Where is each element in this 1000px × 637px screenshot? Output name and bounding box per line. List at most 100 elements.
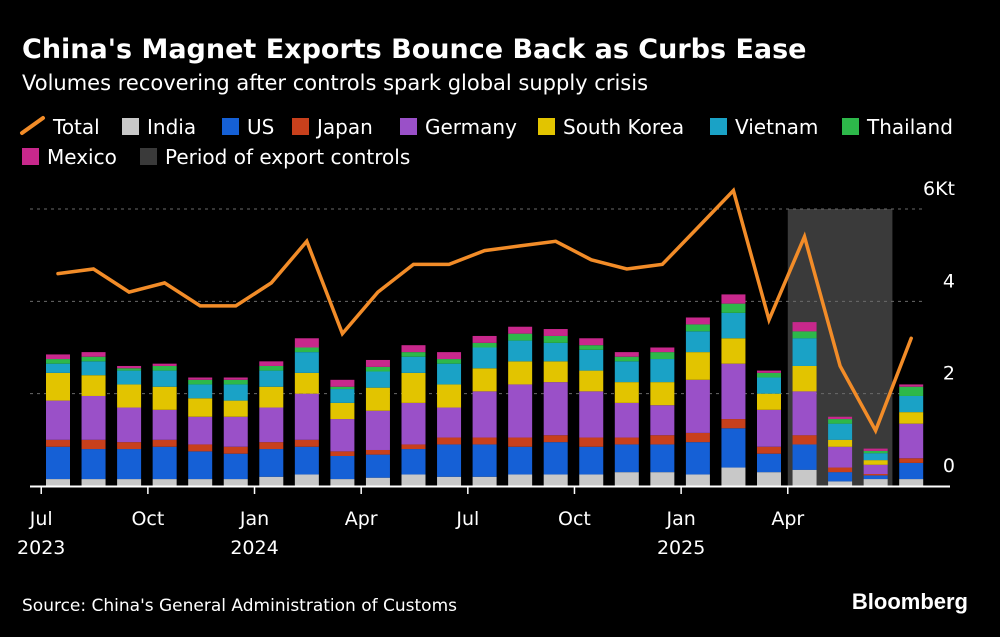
bar-germany-2024-03	[330, 419, 355, 452]
bar-india-2023-08	[81, 479, 106, 486]
bar-thailand-2023-08	[81, 356, 106, 362]
bar-stack-2024-05	[401, 345, 426, 486]
bar-vietnam-2024-01	[259, 370, 284, 387]
bar-india-2025-01	[685, 474, 710, 486]
bar-japan-2024-11	[614, 437, 639, 445]
bar-vietnam-2024-11	[614, 361, 639, 383]
x-tick-label-2025-01: Jan	[665, 508, 695, 530]
bar-stack-2025-04	[792, 322, 817, 486]
bar-india-2024-02	[294, 474, 319, 486]
x-tick-label-2024-10: Oct	[558, 508, 591, 530]
legend-swatch	[140, 148, 157, 165]
bar-south-korea-2025-04	[792, 365, 817, 392]
bar-vietnam-2023-07	[46, 363, 70, 373]
bar-thailand-2024-03	[330, 386, 355, 390]
bar-mexico-2023-08	[81, 352, 106, 357]
bar-mexico-2024-03	[330, 379, 355, 387]
bar-thailand-2023-07	[46, 359, 70, 364]
bar-india-2025-02	[721, 467, 746, 486]
bar-south-korea-2023-09	[117, 384, 142, 408]
bar-us-2023-12	[223, 453, 248, 480]
bar-us-2023-08	[81, 449, 106, 480]
bar-japan-2023-11	[188, 444, 213, 452]
bar-germany-2024-08	[508, 384, 533, 438]
legend-swatch	[292, 118, 309, 135]
bar-thailand-2025-04	[792, 331, 817, 339]
bar-india-2024-11	[614, 472, 639, 486]
bar-vietnam-2024-08	[508, 340, 533, 362]
source-note: Source: China's General Administration o…	[22, 596, 457, 616]
bar-mexico-2023-11	[188, 377, 213, 380]
bar-japan-2024-07	[472, 437, 497, 445]
bar-germany-2023-07	[46, 400, 70, 440]
bar-stack-2025-05	[828, 416, 853, 486]
bar-japan-2025-04	[792, 435, 817, 445]
bar-japan-2025-01	[685, 432, 710, 443]
bar-us-2024-09	[543, 442, 568, 475]
legend-swatch	[400, 118, 417, 135]
bar-mexico-2024-11	[614, 352, 639, 357]
bar-mexico-2025-05	[828, 416, 853, 420]
bar-vietnam-2024-05	[401, 356, 426, 373]
bar-japan-2024-02	[294, 439, 319, 447]
bar-south-korea-2025-01	[685, 352, 710, 380]
bar-germany-2023-08	[81, 395, 106, 440]
bar-south-korea-2023-07	[46, 372, 70, 401]
bar-japan-2024-06	[437, 437, 462, 445]
bar-germany-2025-01	[685, 379, 710, 433]
bar-mexico-2023-12	[223, 377, 248, 380]
bar-stack-2024-07	[472, 335, 497, 486]
bar-japan-2024-10	[579, 437, 604, 447]
legend-item-thailand: Thailand	[842, 115, 953, 139]
bar-mexico-2024-06	[437, 352, 462, 360]
x-tick-label-2025-04: Apr	[771, 508, 804, 530]
bar-south-korea-2024-07	[472, 368, 497, 392]
legend-item-us: US	[222, 115, 274, 139]
bar-thailand-2025-07	[899, 386, 924, 396]
bar-thailand-2024-08	[508, 333, 533, 341]
bar-india-2024-10	[579, 474, 604, 486]
bar-thailand-2024-09	[543, 335, 568, 343]
bar-us-2024-07	[472, 444, 497, 477]
bar-thailand-2024-10	[579, 345, 604, 350]
bar-india-2023-12	[223, 479, 248, 486]
bar-us-2023-09	[117, 449, 142, 480]
legend-swatch	[122, 118, 139, 135]
bar-us-2023-07	[46, 446, 70, 480]
chart-title: China's Magnet Exports Bounce Back as Cu…	[22, 34, 807, 65]
bar-india-2025-04	[792, 469, 817, 486]
legend-item-mexico: Mexico	[22, 145, 117, 169]
bar-south-korea-2024-11	[614, 382, 639, 403]
bar-germany-2023-11	[188, 416, 213, 445]
bar-mexico-2024-05	[401, 345, 426, 353]
bar-germany-2024-05	[401, 402, 426, 445]
bar-us-2023-10	[152, 446, 177, 480]
bar-us-2023-11	[188, 451, 213, 480]
y-tick-label-0: 0	[943, 455, 955, 477]
legend-swatch	[538, 118, 555, 135]
bar-south-korea-2024-06	[437, 384, 462, 408]
bar-vietnam-2025-06	[863, 453, 888, 461]
bar-us-2024-03	[330, 455, 355, 480]
bar-stack-2024-09	[543, 329, 568, 486]
bar-vietnam-2025-05	[828, 423, 853, 440]
bar-vietnam-2023-09	[117, 370, 142, 385]
x-tick-year-2024-01: 2024	[230, 537, 278, 559]
bar-thailand-2024-01	[259, 365, 284, 371]
x-axis: Jul 2023 Oct Jan 2024 Apr Jul Oct Jan 2025 Apr	[17, 485, 950, 559]
bar-mexico-2024-04	[365, 359, 390, 367]
bar-japan-2024-09	[543, 435, 568, 443]
bar-vietnam-2024-02	[294, 352, 319, 373]
bar-stack-2025-07	[899, 384, 924, 486]
bar-stack-2023-12	[223, 377, 248, 486]
y-tick-label-2: 2	[943, 363, 955, 385]
bar-stack-2023-11	[188, 377, 213, 486]
bar-india-2024-05	[401, 474, 426, 486]
bar-mexico-2025-04	[792, 322, 817, 332]
bar-germany-2025-04	[792, 391, 817, 436]
bar-south-korea-2023-08	[81, 375, 106, 396]
bar-stack-2025-06	[863, 448, 888, 486]
x-tick-label-2023-07: Jul	[29, 508, 53, 530]
bar-germany-2023-12	[223, 416, 248, 447]
bar-germany-2024-04	[365, 410, 390, 450]
